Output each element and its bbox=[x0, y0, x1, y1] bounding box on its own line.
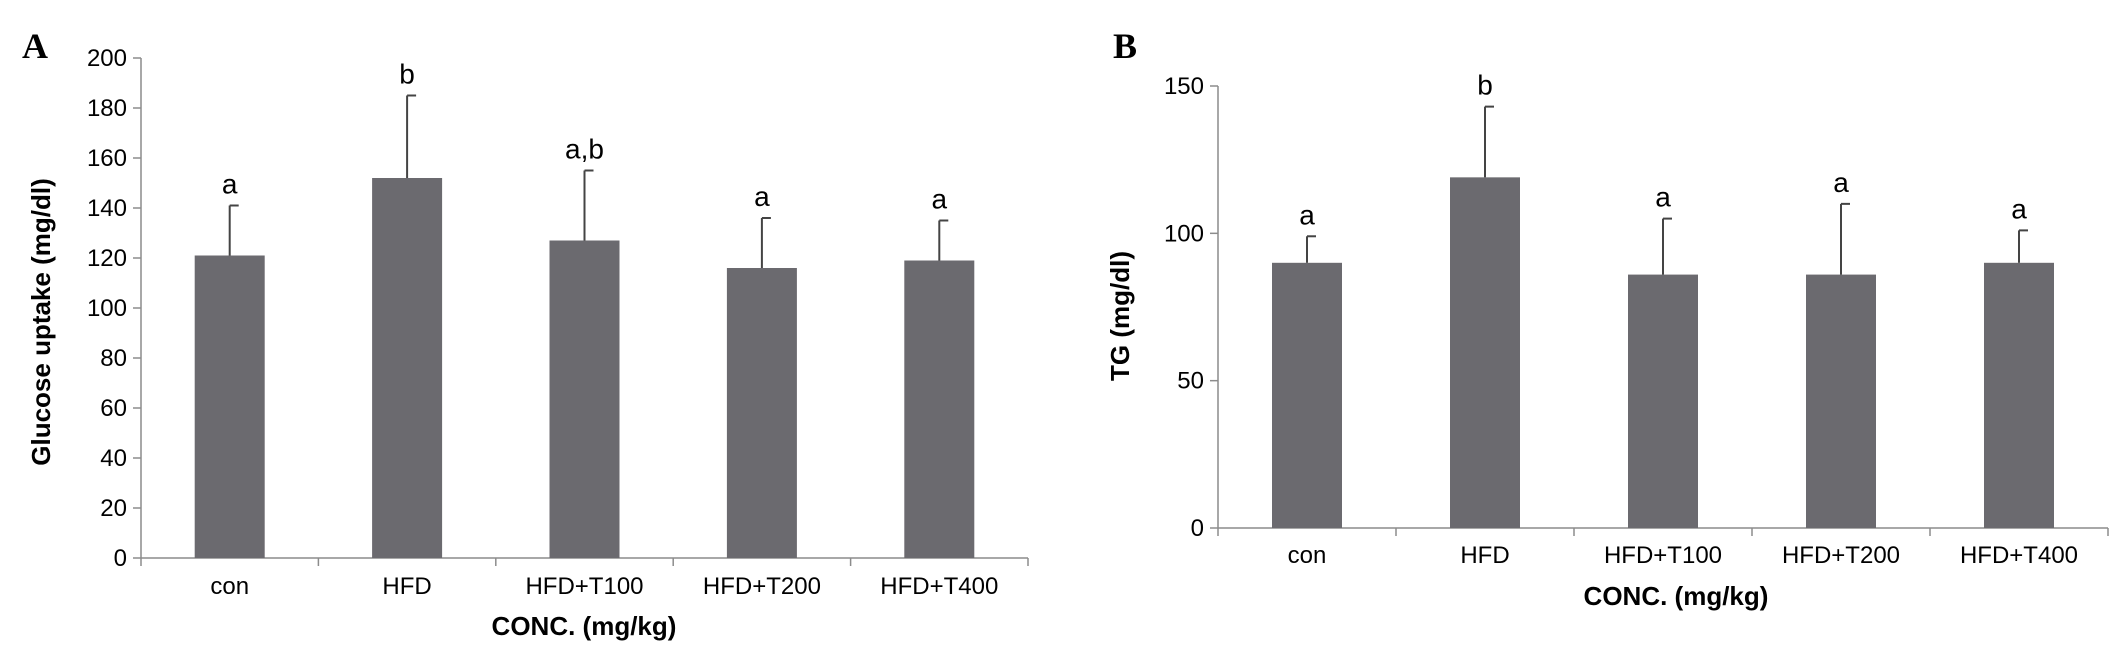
category-label-a-4: HFD+T400 bbox=[880, 573, 998, 600]
category-label-a-0: con bbox=[210, 573, 249, 600]
chart-panel-b: B TG (mg/dl) CONC. (mg/kg) 0 50 100 150 a con… bbox=[1105, 26, 2109, 611]
bar-a-0 bbox=[194, 255, 265, 558]
bar-b-1 bbox=[1450, 177, 1520, 528]
significance-label-a-2: a,b bbox=[565, 134, 604, 165]
y-axis-title-b: TG (mg/dl) bbox=[1105, 251, 1135, 381]
significance-label-b-3: a bbox=[1833, 167, 1849, 198]
bar-b-4 bbox=[1984, 262, 2054, 528]
category-label-b-1: HFD bbox=[1460, 542, 1509, 569]
significance-label-a-4: a bbox=[932, 184, 948, 215]
panel-letter-b: B bbox=[1113, 26, 1137, 66]
y-tick-label-a: 60 bbox=[100, 395, 127, 422]
y-tick-label-b: 0 bbox=[1191, 515, 1204, 542]
category-label-b-4: HFD+T400 bbox=[1960, 542, 2078, 569]
significance-label-b-0: a bbox=[1299, 199, 1315, 230]
y-tick-label-a: 40 bbox=[100, 445, 127, 472]
significance-label-b-1: b bbox=[1477, 70, 1493, 101]
bar-b-0 bbox=[1272, 262, 1342, 528]
y-tick-label-b: 50 bbox=[1177, 368, 1204, 395]
significance-label-a-0: a bbox=[222, 169, 238, 200]
y-tick-label-a: 120 bbox=[87, 245, 127, 272]
category-label-b-0: con bbox=[1288, 542, 1327, 569]
y-tick-label-a: 180 bbox=[87, 95, 127, 122]
y-tick-label-a: 200 bbox=[87, 45, 127, 72]
y-tick-label-a: 80 bbox=[100, 345, 127, 372]
y-tick-label-a: 20 bbox=[100, 495, 127, 522]
bar-a-1 bbox=[372, 178, 443, 558]
significance-label-a-1: b bbox=[399, 59, 415, 90]
bar-b-2 bbox=[1628, 274, 1698, 528]
bar-a-4 bbox=[904, 260, 975, 558]
category-label-a-2: HFD+T100 bbox=[525, 573, 643, 600]
y-tick-label-b: 100 bbox=[1164, 220, 1204, 247]
bar-b-3 bbox=[1806, 274, 1876, 528]
bar-a-3 bbox=[726, 268, 797, 558]
bar-a-2 bbox=[549, 240, 620, 558]
y-tick-label-a: 160 bbox=[87, 145, 127, 172]
significance-label-a-3: a bbox=[754, 181, 770, 212]
y-tick-label-a: 100 bbox=[87, 295, 127, 322]
y-axis-title-a: Glucose uptake (mg/dl) bbox=[26, 178, 56, 466]
panel-letter-a: A bbox=[22, 26, 48, 66]
chart-panel-a: A Glucose uptake (mg/dl) CONC. (mg/kg) 0… bbox=[22, 26, 1029, 641]
y-tick-label-a: 0 bbox=[114, 545, 127, 572]
y-tick-label-a: 140 bbox=[87, 195, 127, 222]
category-label-b-2: HFD+T100 bbox=[1604, 542, 1722, 569]
significance-label-b-4: a bbox=[2011, 193, 2027, 224]
category-label-a-1: HFD bbox=[382, 573, 431, 600]
significance-label-b-2: a bbox=[1655, 182, 1671, 213]
category-label-b-3: HFD+T200 bbox=[1782, 542, 1900, 569]
category-label-a-3: HFD+T200 bbox=[703, 573, 821, 600]
x-axis-title-b: CONC. (mg/kg) bbox=[1584, 581, 1769, 611]
x-axis-title-a: CONC. (mg/kg) bbox=[492, 611, 677, 641]
y-tick-label-b: 150 bbox=[1164, 73, 1204, 100]
